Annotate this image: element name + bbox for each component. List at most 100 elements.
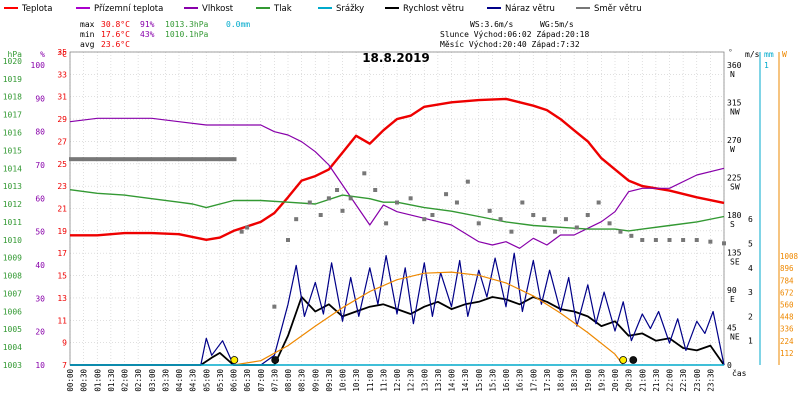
axis-tick-pct: 20 (35, 328, 45, 337)
axis-tick-w: 896 (780, 264, 794, 273)
wind-direction-mark (722, 241, 726, 246)
event-markers (230, 356, 638, 364)
axis-tick-x: 18:00 (557, 369, 566, 392)
axis-tick-x: 00:30 (80, 369, 89, 392)
wind-direction-mark (542, 217, 547, 222)
wind-direction-mark (218, 157, 234, 162)
series-line-n-raz-v-tru (70, 252, 725, 366)
axis-tick-x: 15:30 (488, 369, 497, 392)
axis-tick-dir-name: E (730, 295, 735, 304)
axis-tick-dir-name: W (730, 145, 735, 154)
wind-direction-mark (487, 208, 492, 213)
wind-direction-mark (465, 179, 470, 184)
axis-tick-w: 784 (780, 276, 794, 285)
axis-tick-hpa: 1012 (3, 200, 22, 209)
axis-tick-dir-name: NW (730, 108, 740, 117)
wind-direction-mark (137, 157, 152, 162)
series-line-slune-n-svit (233, 271, 624, 366)
axis-label-dir: ° (728, 48, 733, 57)
wind-direction-mark (553, 229, 558, 234)
wind-direction-mark (408, 196, 413, 201)
event-marker-sunset (619, 356, 628, 364)
axis-tick-x: 23:30 (706, 369, 715, 392)
axis-label-temp: °C (57, 50, 67, 59)
wind-direction-mark (340, 208, 345, 213)
axis-tick-hpa: 1003 (3, 361, 22, 370)
axis-tick-x: 01:00 (93, 369, 102, 392)
axis-tick-x: 11:00 (366, 369, 375, 392)
axis-tick-x: 09:30 (325, 369, 334, 392)
stats-min-label: min (80, 30, 95, 39)
wind-direction-mark (476, 221, 481, 226)
wind-direction-mark (362, 171, 367, 176)
axis-tick-x: 10:00 (339, 369, 348, 392)
axis-tick-x: 19:00 (584, 369, 593, 392)
axis-tick-hpa: 1007 (3, 289, 22, 298)
wind-direction-mark (422, 217, 427, 222)
stats-rain: 0.0mm (226, 20, 250, 29)
wind-direction-mark (498, 217, 503, 222)
axis-tick-x: 01:30 (107, 369, 116, 392)
axis-tick-x: 08:30 (298, 369, 307, 392)
axis-tick-temp: 7 (62, 361, 67, 370)
wind-direction-mark (454, 200, 459, 205)
wind-direction-mark (150, 157, 166, 162)
stats-wg: WG:5m/s (540, 20, 574, 29)
wind-direction-mark (286, 238, 290, 242)
axis-tick-w: 336 (780, 325, 794, 334)
wind-direction-mark (205, 157, 220, 162)
axis-tick-x: 05:00 (202, 369, 211, 392)
axis-tick-temp: 21 (57, 205, 67, 214)
stats-max-temp: 30.8°C (101, 20, 130, 29)
axis-tick-dir: 45 (727, 324, 737, 333)
axis-tick-pct: 100 (31, 61, 46, 70)
wind-direction-mark (239, 229, 244, 234)
wind-direction-mark (444, 192, 449, 197)
wind-direction-mark (563, 217, 568, 222)
axis-label-pct: % (40, 50, 45, 59)
axis-tick-temp: 27 (57, 137, 67, 146)
wind-direction-mark (574, 225, 579, 230)
axis-tick-pct: 10 (35, 361, 45, 370)
axis-tick-x: 23:00 (693, 369, 702, 392)
axis-tick-x: 18:30 (570, 369, 579, 392)
wind-direction-mark (294, 217, 299, 222)
axis-tick-ms: 6 (748, 215, 753, 224)
axis-tick-dir: 360 (727, 61, 742, 70)
axis-label-x: čas (732, 368, 747, 378)
wind-direction-mark (667, 238, 672, 242)
legend-label: Přízemní teplota (94, 4, 163, 14)
axis-tick-dir-name: S (730, 220, 735, 229)
wind-direction-mark (123, 157, 139, 162)
axis-tick-pct: 70 (35, 161, 45, 170)
grid (69, 51, 725, 366)
axis-tick-x: 16:00 (502, 369, 511, 392)
axis-tick-x: 22:00 (666, 369, 675, 392)
axis-tick-temp: 13 (57, 294, 67, 303)
wind-direction-mark (395, 200, 399, 205)
axis-tick-x: 15:00 (475, 369, 484, 392)
event-marker-moonset (271, 356, 280, 364)
series-line-teplota (70, 97, 725, 242)
axis-label-w: W (782, 50, 787, 59)
axis-tick-x: 21:30 (652, 369, 661, 392)
axis-label-hpa: hPa (8, 50, 23, 59)
axis-tick-x: 17:00 (529, 369, 538, 392)
wind-direction-mark (318, 213, 323, 217)
axis-tick-hpa: 1010 (3, 236, 22, 245)
axis-tick-temp: 17 (57, 249, 67, 258)
axis-tick-w: 224 (780, 337, 794, 346)
wind-direction-mark (164, 157, 179, 162)
axis-tick-w: 560 (780, 301, 794, 310)
legend-label: Teplota (21, 4, 52, 14)
wind-direction-mark (178, 157, 193, 162)
wind-direction-mark (326, 196, 331, 201)
event-marker-moonrise (629, 356, 638, 364)
axis-tick-mm: 1 (764, 61, 769, 70)
axis-tick-pct: 50 (35, 228, 45, 237)
axis-tick-hpa: 1015 (3, 146, 22, 155)
axis-tick-x: 22:30 (679, 369, 688, 392)
stats-max-hum: 91% (140, 20, 155, 29)
legend-label: Srážky (336, 4, 364, 14)
